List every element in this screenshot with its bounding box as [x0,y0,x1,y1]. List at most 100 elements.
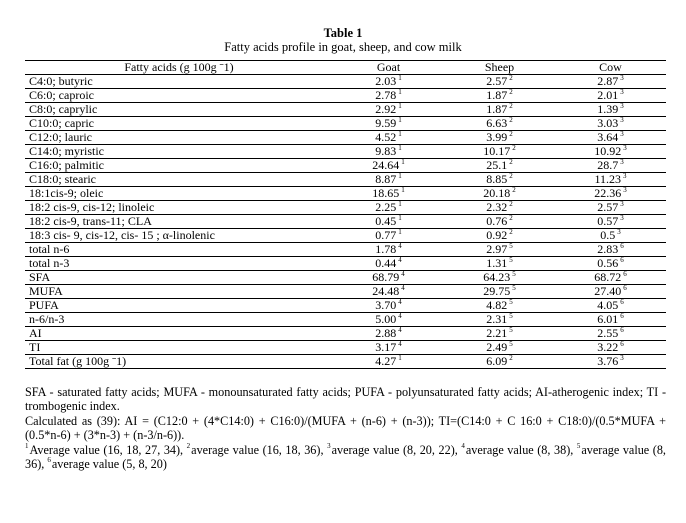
cow-value: 0.5 3 [555,228,666,243]
header-cow: Cow [555,60,666,75]
reference-mark: 3 [620,102,624,110]
goat-number: 9.83 [375,144,397,158]
row-label: SFA [25,270,333,285]
goat-value: 24.48 4 [333,284,444,299]
cow-number: 4.05 [597,298,619,312]
table-row: PUFA 3.70 4 4.82 5 4.05 6 [25,298,666,313]
sheep-number: 29.75 [483,284,511,298]
header-goat: Goat [333,60,444,75]
sheep-value: 1.31 5 [444,256,555,271]
sheep-number: 2.31 [486,312,508,326]
sheep-value: 25.1 2 [444,158,555,173]
sheep-number: 2.97 [486,242,508,256]
row-label: PUFA [25,298,333,313]
cow-number: 28.7 [597,158,619,172]
cow-value: 3.22 6 [555,340,666,355]
reference-mark: 1 [398,200,402,208]
reference-mark: 4 [398,326,402,334]
reference-mark: 5 [509,298,513,306]
sheep-number: 3.99 [486,130,508,144]
reference-mark: 6 [620,298,624,306]
reference-mark: 2 [509,172,513,180]
reference-mark: 2 [509,74,513,82]
formula-note: Calculated as (39): AI = (C12:0 + (4*C14… [25,413,666,443]
sheep-number: 2.21 [486,326,508,340]
sheep-value: 0.92 2 [444,228,555,243]
table-title: Table 1 [323,26,363,40]
table-subtitle: Fatty acids profile in goat, sheep, and … [224,40,462,54]
table-row: AI 2.88 4 2.21 5 2.55 6 [25,326,666,341]
goat-number: 2.78 [375,88,397,102]
goat-number: 8.87 [375,172,397,186]
row-label: AI [25,326,333,341]
cow-value: 2.01 3 [555,88,666,103]
goat-value: 4.52 1 [333,130,444,145]
reference-mark: 2 [509,116,513,124]
row-label: C10:0; capric [25,116,333,131]
goat-value: 18.65 1 [333,186,444,201]
goat-value: 2.25 1 [333,200,444,215]
cow-number: 2.55 [597,326,619,340]
reference-mark: 1 [398,354,402,362]
cow-number: 2.87 [597,74,619,88]
row-label: C18:0; stearic [25,172,333,187]
sheep-number: 2.57 [486,74,508,88]
reference-mark: 1 [401,186,405,194]
reference-mark: 6 [623,284,627,292]
sheep-value: 2.49 5 [444,340,555,355]
reference-mark: 3 [620,158,624,166]
goat-number: 24.48 [372,284,400,298]
reference-mark: 2 [509,102,513,110]
cow-value: 27.40 6 [555,284,666,299]
sheep-number: 10.17 [483,144,511,158]
reference-mark: 3 [620,214,624,222]
cow-number: 11.23 [594,172,622,186]
header-row: Fatty acids (g 100g ˉ1) Goat Sheep Cow [25,60,666,75]
sheep-number: 6.09 [486,354,508,368]
reference-mark: 4 [398,242,402,250]
reference-mark: 6 [620,312,624,320]
reference-mark: 5 [509,242,513,250]
row-label: Total fat (g 100g ˉ1) [25,354,333,369]
table-row: C12:0; lauric 4.52 1 3.99 2 3.64 3 [25,130,666,145]
footnote-mark: 2 [186,441,191,450]
table-row: C6:0; caproic 2.78 1 1.87 2 2.01 3 [25,88,666,103]
reference-mark: 5 [512,270,516,278]
reference-mark: 6 [620,326,624,334]
cow-number: 6.01 [597,312,619,326]
footnote-mark: 6 [47,456,51,465]
reference-mark: 4 [398,340,402,348]
cow-value: 0.56 6 [555,256,666,271]
table-row: SFA 68.79 4 64.23 5 68.72 6 [25,270,666,285]
table-row: C10:0; capric 9.59 1 6.63 2 3.03 3 [25,116,666,131]
sheep-value: 2.57 2 [444,74,555,89]
table-row: C14:0; myristic 9.83 1 10.17 2 10.92 3 [25,144,666,159]
cow-number: 2.83 [597,242,619,256]
reference-mark: 5 [512,284,516,292]
goat-number: 9.59 [375,116,397,130]
cow-value: 10.92 3 [555,144,666,159]
footnote-text: average value (8, 38), [465,442,577,457]
cow-number: 1.39 [597,102,619,116]
footnote-mark: 3 [327,441,331,450]
goat-value: 3.17 4 [333,340,444,355]
reference-mark: 5 [509,340,513,348]
table-row: Total fat (g 100g ˉ1) 4.27 1 6.09 2 3.76 3 [25,354,666,369]
goat-value: 24.64 1 [333,158,444,173]
reference-mark: 5 [509,326,513,334]
table-row: MUFA 24.48 4 29.75 5 27.40 6 [25,284,666,299]
sheep-number: 6.63 [486,116,508,130]
goat-value: 8.87 1 [333,172,444,187]
cow-value: 3.64 3 [555,130,666,145]
table-row: 18:3 cis- 9, cis-12, cis- 15 ; α-linolen… [25,228,666,243]
goat-number: 68.79 [372,270,400,284]
row-label: n-6/n-3 [25,312,333,327]
cow-number: 27.40 [594,284,622,298]
footnote-text: average value (8, 20, 22), [331,442,462,457]
row-label: C14:0; myristic [25,144,333,159]
footnote-mark: 1 [25,441,29,450]
goat-number: 4.52 [375,130,397,144]
row-label: TI [25,340,333,355]
row-label: 18:3 cis- 9, cis-12, cis- 15 ; α-linolen… [25,228,333,243]
footnotes: 1Average value (16, 18, 27, 34), 2averag… [25,441,666,472]
